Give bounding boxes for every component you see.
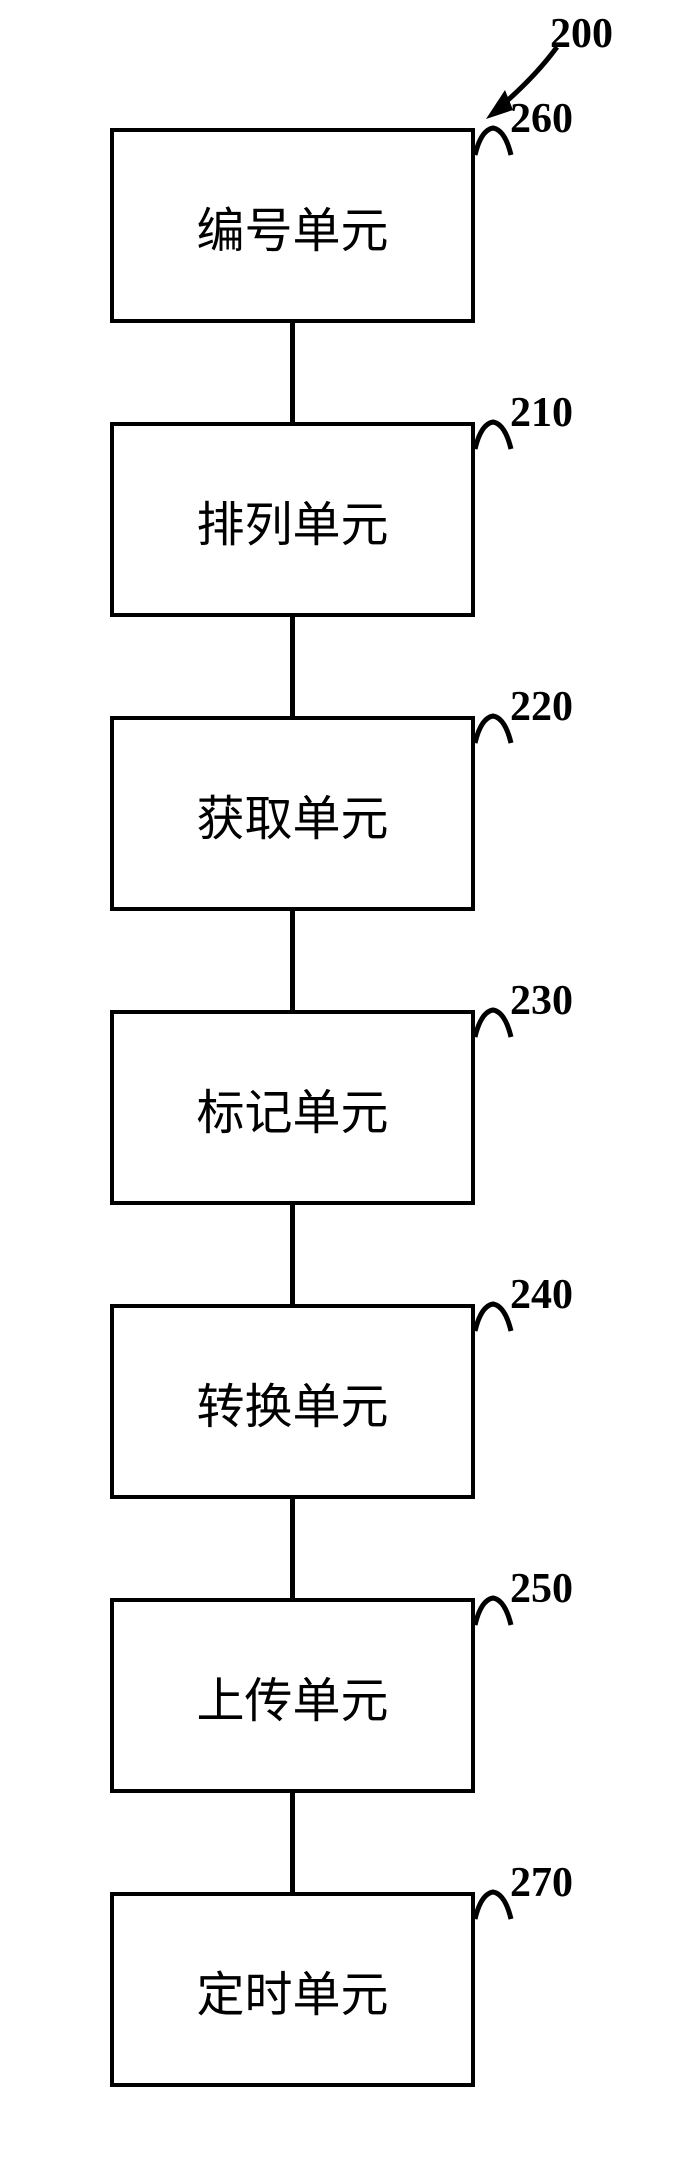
flowchart-container: 200 编号单元 260 排列单元 210 获取单元 220 标记单元 230 … bbox=[50, 10, 637, 2168]
node-label: 210 bbox=[510, 389, 573, 437]
node-text: 标记单元 bbox=[196, 1073, 388, 1143]
node-text: 获取单元 bbox=[196, 779, 388, 849]
node-text: 转换单元 bbox=[196, 1367, 388, 1437]
node-label: 240 bbox=[510, 1271, 573, 1319]
node-arrangement-unit: 排列单元 bbox=[110, 422, 475, 617]
node-acquisition-unit: 获取单元 bbox=[110, 716, 475, 911]
connector-line bbox=[290, 323, 295, 422]
connector-line bbox=[290, 1205, 295, 1304]
node-text: 排列单元 bbox=[196, 485, 388, 555]
connector-line bbox=[290, 911, 295, 1010]
node-label: 270 bbox=[510, 1859, 573, 1907]
node-text: 上传单元 bbox=[196, 1661, 388, 1731]
connector-line bbox=[290, 1499, 295, 1598]
node-text: 编号单元 bbox=[196, 191, 388, 261]
node-marking-unit: 标记单元 bbox=[110, 1010, 475, 1205]
node-upload-unit: 上传单元 bbox=[110, 1598, 475, 1793]
node-timing-unit: 定时单元 bbox=[110, 1892, 475, 2087]
node-label: 260 bbox=[510, 95, 573, 143]
node-label: 250 bbox=[510, 1565, 573, 1613]
node-label: 220 bbox=[510, 683, 573, 731]
connector-line bbox=[290, 1793, 295, 1892]
node-text: 定时单元 bbox=[196, 1955, 388, 2025]
node-numbering-unit: 编号单元 bbox=[110, 128, 475, 323]
connector-line bbox=[290, 617, 295, 716]
node-label: 230 bbox=[510, 977, 573, 1025]
node-conversion-unit: 转换单元 bbox=[110, 1304, 475, 1499]
